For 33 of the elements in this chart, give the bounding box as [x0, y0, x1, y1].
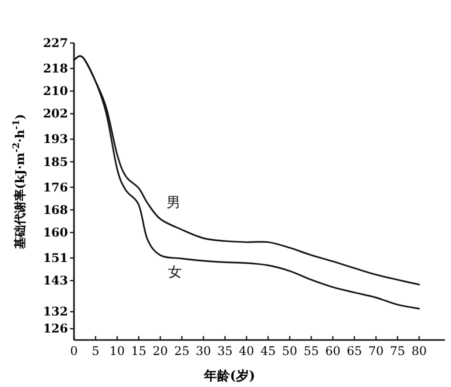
x-tick-label: 80	[411, 344, 427, 358]
x-tick-label: 75	[390, 344, 406, 358]
x-tick-label: 60	[325, 344, 340, 358]
series-label: 男	[166, 194, 180, 211]
y-tick-label: 168	[42, 202, 68, 217]
y-tick-label: 185	[42, 154, 68, 169]
x-tick-label: 20	[152, 344, 168, 358]
y-tick-label: 126	[42, 322, 68, 336]
y-tick-label: 132	[42, 304, 68, 319]
y-tick-label: 176	[42, 180, 68, 194]
y-tick-label: 218	[42, 61, 68, 76]
x-axis-title: 年龄(岁)	[202, 369, 256, 384]
x-tick-label: 50	[282, 344, 298, 358]
x-tick-label: 35	[217, 344, 233, 358]
y-tick-label: 151	[42, 250, 68, 265]
x-tick-label: 15	[131, 344, 146, 358]
y-tick-label: 193	[42, 132, 68, 146]
y-tick-label: 227	[42, 36, 68, 50]
x-tick-label: 45	[260, 344, 276, 358]
y-tick-label: 202	[42, 106, 68, 121]
x-tick-label: 5	[92, 344, 100, 358]
x-tick-label: 25	[174, 344, 190, 358]
x-tick-label: 70	[368, 344, 384, 358]
x-tick-label: 40	[238, 344, 254, 358]
series-label: 女	[168, 264, 182, 281]
x-tick-label: 10	[110, 344, 125, 358]
x-tick-label: 0	[70, 344, 78, 358]
y-tick-label: 143	[42, 274, 68, 288]
y-tick-label: 160	[42, 226, 68, 240]
x-tick-label: 65	[346, 344, 362, 358]
x-tick-label: 55	[304, 344, 319, 358]
x-tick-label: 30	[196, 344, 212, 358]
y-tick-label: 210	[42, 84, 68, 98]
